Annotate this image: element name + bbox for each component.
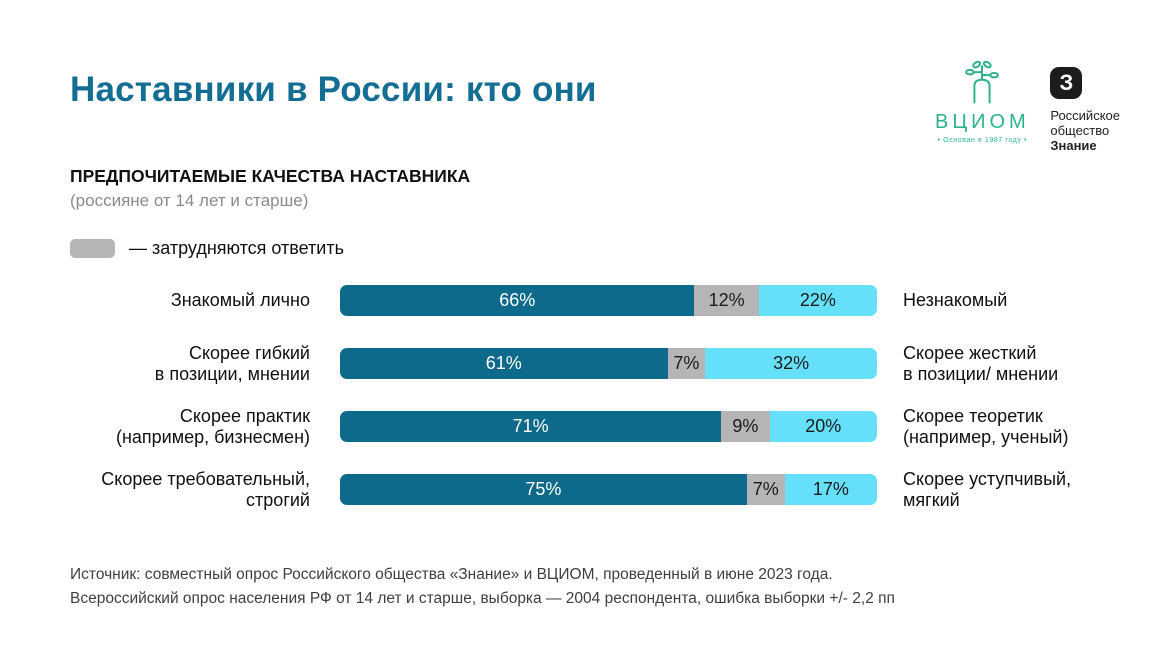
bar-segment-left-quality: 61% bbox=[340, 348, 668, 379]
bar-segment-right-quality: 20% bbox=[769, 411, 877, 442]
chart-row: Скорее гибкий в позиции, мнении 61% 7% 32%… bbox=[60, 332, 1130, 395]
row-left-label: Скорее практик (например, бизнесмен) bbox=[115, 405, 310, 447]
row-left-label: Знакомый лично bbox=[170, 290, 310, 310]
znanie-logo: З Российское общество Знание bbox=[1050, 60, 1120, 153]
row-bar: 61% 7% 32% bbox=[340, 348, 877, 379]
row-right-label: Скорее жесткий в позиции/ мнении bbox=[903, 342, 1059, 384]
legend-swatch-neutral bbox=[70, 239, 115, 258]
row-left-label: Скорее гибкий в позиции, мнении bbox=[154, 342, 310, 384]
bar-segment-right-quality: 17% bbox=[784, 474, 877, 505]
bar-chart: Знакомый лично 66% 12% 22% Незнакомый Скор… bbox=[60, 269, 1130, 521]
page-title: Наставники в России: кто они bbox=[70, 70, 597, 109]
bar-segment-left-quality: 75% bbox=[340, 474, 747, 505]
chart-row: Скорее практик (например, бизнесмен) 71%… bbox=[60, 395, 1130, 458]
bar-segment-left-quality: 66% bbox=[340, 285, 695, 316]
bar-segment-right-quality: 32% bbox=[705, 348, 877, 379]
row-left-label: Скорее требовательный, строгий bbox=[101, 468, 310, 510]
bar-segment-dont-know: 7% bbox=[746, 474, 785, 505]
logo-group: ВЦИОМ • Основан в 1987 году • З Российск… bbox=[934, 60, 1120, 153]
bar-segment-left-quality: 71% bbox=[340, 411, 722, 442]
bar-segment-dont-know: 9% bbox=[721, 411, 770, 442]
row-bar: 75% 7% 17% bbox=[340, 474, 877, 505]
source-line-2: Всероссийский опрос населения РФ от 14 л… bbox=[70, 590, 895, 607]
znanie-line2: общество bbox=[1050, 123, 1110, 138]
legend-label: — затрудняются ответить bbox=[129, 238, 344, 258]
vciom-tagline: • Основан в 1987 году • bbox=[937, 137, 1028, 144]
znanie-line1: Российское bbox=[1050, 108, 1120, 123]
chart-row: Знакомый лично 66% 12% 22% Незнакомый bbox=[60, 269, 1130, 332]
row-right-label: Незнакомый bbox=[903, 290, 1008, 310]
row-bar: 71% 9% 20% bbox=[340, 411, 877, 442]
znanie-badge-icon: З bbox=[1050, 67, 1083, 99]
row-right-label: Скорее уступчивый, мягкий bbox=[903, 468, 1072, 510]
vciom-wordmark: ВЦИОМ bbox=[934, 111, 1030, 133]
bar-segment-dont-know: 7% bbox=[667, 348, 706, 379]
vciom-tree-icon bbox=[959, 60, 1005, 109]
row-bar: 66% 12% 22% bbox=[340, 285, 877, 316]
bar-segment-right-quality: 22% bbox=[758, 285, 877, 316]
row-right-label: Скорее теоретик (например, ученый) bbox=[903, 405, 1069, 447]
section-subheading: (россияне от 14 лет и старше) bbox=[70, 191, 309, 210]
legend: — затрудняются ответить bbox=[70, 238, 344, 259]
vciom-logo: ВЦИОМ • Основан в 1987 году • bbox=[934, 60, 1030, 144]
chart-row: Скорее требовательный, строгий 75% 7% 17% … bbox=[60, 458, 1130, 521]
znanie-wordmark: Российское общество Знание bbox=[1050, 108, 1120, 153]
znanie-line3: Знание bbox=[1050, 138, 1097, 153]
source-line-1: Источник: совместный опрос Российского о… bbox=[70, 566, 833, 583]
bar-segment-dont-know: 12% bbox=[694, 285, 759, 316]
section-heading: ПРЕДПОЧИТАЕМЫЕ КАЧЕСТВА НАСТАВНИКА bbox=[70, 166, 471, 186]
source-note: Источник: совместный опрос Российского о… bbox=[70, 563, 895, 611]
